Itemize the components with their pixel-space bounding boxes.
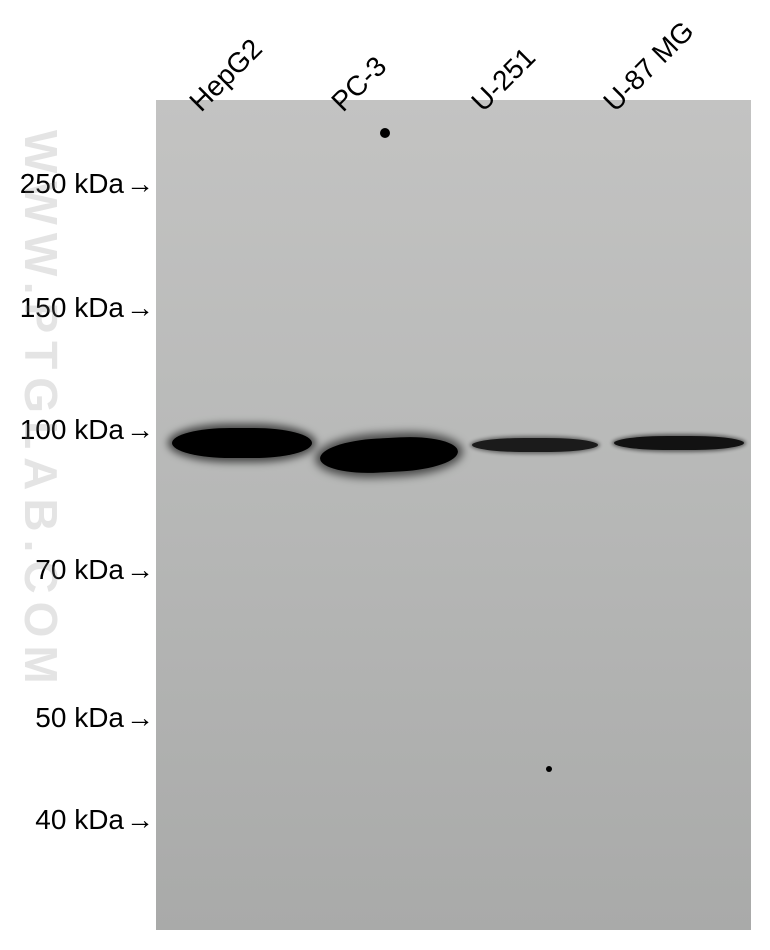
marker-label-text: 50 kDa	[35, 702, 124, 734]
artifact-spot	[380, 128, 390, 138]
marker-label: 50 kDa→	[35, 704, 154, 732]
western-blot-figure: HepG2PC-3U-251U-87 MG 250 kDa→150 kDa→10…	[0, 0, 770, 950]
marker-label-text: 150 kDa	[20, 292, 124, 324]
marker-label-text: 40 kDa	[35, 804, 124, 836]
protein-band	[172, 428, 312, 458]
marker-label: 70 kDa→	[35, 556, 154, 584]
arrow-right-icon: →	[126, 414, 154, 446]
protein-band	[472, 438, 598, 452]
marker-label: 250 kDa→	[20, 170, 154, 198]
arrow-right-icon: →	[126, 168, 154, 200]
marker-label-text: 250 kDa	[20, 168, 124, 200]
arrow-right-icon: →	[126, 702, 154, 734]
arrow-right-icon: →	[126, 554, 154, 586]
marker-label: 40 kDa→	[35, 806, 154, 834]
marker-label-text: 70 kDa	[35, 554, 124, 586]
marker-label-text: 100 kDa	[20, 414, 124, 446]
marker-label: 100 kDa→	[20, 416, 154, 444]
watermark-text: WWW.PTGLAB.COM	[14, 130, 68, 692]
arrow-right-icon: →	[126, 804, 154, 836]
artifact-spot	[546, 766, 552, 772]
blot-membrane	[156, 100, 751, 930]
marker-label: 150 kDa→	[20, 294, 154, 322]
arrow-right-icon: →	[126, 292, 154, 324]
protein-band	[614, 436, 744, 450]
